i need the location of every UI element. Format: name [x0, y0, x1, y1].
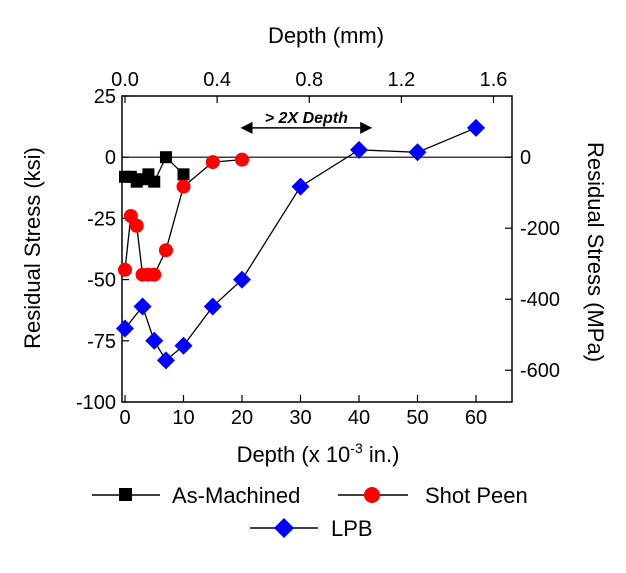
- data-point-lpb: [203, 297, 222, 316]
- legend-entry-shot-peen: Shot Peen: [338, 483, 528, 508]
- bottom-axis-tick-label: 10: [172, 407, 194, 429]
- top-axis-tick-label: 0.4: [203, 69, 231, 91]
- data-point-shot-peen: [235, 152, 249, 167]
- data-point-as-machined: [177, 168, 190, 181]
- left-axis-tick-label: -100: [76, 392, 116, 414]
- top-axis-tick-label: 0.8: [295, 69, 323, 91]
- data-point-shot-peen: [176, 179, 191, 194]
- series-line-lpb: [124, 127, 477, 362]
- data-point-lpb: [467, 118, 485, 137]
- bottom-axis-title: Depth (x 10-3 in.): [237, 440, 400, 467]
- data-point-shot-peen: [129, 218, 144, 233]
- bottom-axis-tick-label: 0: [119, 407, 130, 429]
- left-axis-tick-label: -50: [87, 270, 116, 292]
- legend-entry-as-machined: As-Machined: [92, 483, 300, 508]
- bottom-axis-tick-label: 20: [231, 407, 253, 429]
- top-axis-tick-label: 1.6: [480, 69, 508, 91]
- legend-marker-lpb: [274, 518, 294, 538]
- bottom-axis-title-exponent: -3: [350, 440, 363, 456]
- plot-frame: [121, 95, 513, 403]
- data-point-lpb: [350, 140, 368, 159]
- data-point-lpb: [233, 270, 251, 289]
- data-point-shot-peen: [205, 155, 220, 170]
- bottom-axis-title-unit: in.): [363, 442, 400, 467]
- bottom-axis-tick-label: 50: [406, 407, 428, 429]
- bottom-axis-tick-label: 40: [348, 407, 370, 429]
- right-axis-title: Residual Stress (MPa): [583, 142, 608, 362]
- legend-label-shot-peen: Shot Peen: [425, 483, 528, 508]
- top-axis-title: Depth (mm): [268, 23, 384, 48]
- left-axis-tick-label: 0: [105, 147, 116, 169]
- bottom-axis-tick-label: 30: [289, 407, 311, 429]
- bottom-axis-tick-label: 60: [465, 407, 487, 429]
- data-point-lpb: [174, 336, 193, 355]
- right-axis-tick-label: -200: [520, 218, 560, 240]
- legend-marker-as-machined: [119, 488, 132, 501]
- data-point-lpb: [116, 319, 134, 338]
- top-axis-tick-label: 1.2: [387, 69, 415, 91]
- bottom-axis-title-main: Depth (x 10: [237, 442, 351, 467]
- legend-marker-shot-peen: [364, 487, 380, 503]
- legend-label-as-machined: As-Machined: [172, 483, 300, 508]
- legend: As-Machined Shot Peen LPB: [92, 483, 528, 541]
- data-point-shot-peen: [158, 243, 173, 258]
- top-axis-tick-label: 0.0: [111, 69, 139, 91]
- data-point-shot-peen: [147, 267, 162, 282]
- depth-annotation-label: > 2X Depth: [265, 110, 348, 127]
- data-point-lpb: [408, 143, 427, 162]
- legend-label-lpb: LPB: [331, 516, 373, 541]
- left-axis-title: Residual Stress (ksi): [20, 147, 45, 349]
- right-axis-tick-label: -400: [520, 289, 560, 311]
- right-axis-tick-label: 0: [520, 147, 531, 169]
- data-point-as-machined: [159, 151, 172, 164]
- data-point-as-machined: [148, 175, 161, 188]
- legend-entry-lpb: LPB: [250, 516, 373, 541]
- data-point-lpb: [145, 331, 164, 350]
- data-point-shot-peen: [118, 262, 132, 277]
- data-point-lpb: [156, 351, 175, 370]
- right-axis-tick-label: -600: [520, 360, 560, 382]
- data-point-lpb: [291, 177, 310, 196]
- data-point-lpb: [133, 297, 152, 316]
- left-axis-tick-label: -25: [87, 208, 116, 230]
- left-axis-tick-label: 25: [94, 86, 116, 108]
- left-axis-tick-label: -75: [87, 331, 116, 353]
